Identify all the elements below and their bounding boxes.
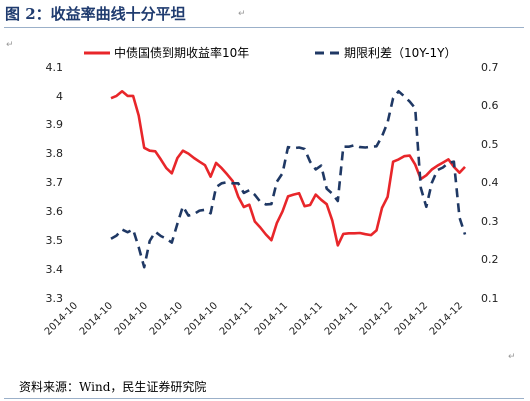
x-axis-ticks: 2014-10 2014-10 2014-10 2014-10 2014-10 … — [43, 300, 465, 337]
right-tick-label: 0.7 — [481, 61, 499, 74]
left-tick-label: 4 — [56, 90, 63, 103]
right-tick-label: 0.6 — [481, 99, 499, 112]
x-tick-label: 2014-10 — [183, 300, 220, 337]
x-tick-label: 2014-11 — [288, 300, 325, 337]
x-tick-label: 2014-11 — [323, 300, 360, 337]
right-tick-label: 0.3 — [481, 215, 499, 228]
x-tick-label: 2014-12 — [393, 300, 430, 337]
title-rule — [4, 27, 524, 28]
left-tick-label: 3.4 — [46, 263, 64, 276]
right-tick-label: 0.4 — [481, 176, 499, 189]
series-line-yield — [110, 90, 466, 247]
left-tick-label: 3.6 — [46, 205, 64, 218]
x-tick-label: 2014-11 — [218, 300, 255, 337]
paragraph-mark: ↵ — [6, 40, 14, 50]
paragraph-mark: ↵ — [508, 352, 516, 362]
paragraph-mark: ↵ — [238, 9, 246, 19]
bottom-rule — [4, 398, 524, 399]
right-tick-label: 0.1 — [481, 292, 499, 305]
series-layer — [110, 90, 467, 269]
left-axis-ticks: 3.3 3.4 3.5 3.6 3.7 3.8 3.9 4 4.1 — [46, 61, 64, 305]
chart-legend: 中债国债到期收益率10年 期限利差（10Y-1Y） — [84, 45, 456, 60]
left-tick-label: 3.8 — [46, 147, 64, 160]
left-tick-label: 3.3 — [46, 292, 64, 305]
right-tick-label: 0.2 — [481, 253, 499, 266]
x-tick-label: 2014-10 — [113, 300, 150, 337]
x-tick-label: 2014-12 — [428, 300, 465, 337]
left-tick-label: 4.1 — [46, 61, 64, 74]
x-tick-label: 2014-11 — [253, 300, 290, 337]
right-axis-ticks: 0.1 0.2 0.3 0.4 0.5 0.6 0.7 — [481, 61, 499, 305]
legend-label-yield: 中债国债到期收益率10年 — [114, 45, 249, 60]
series-line-spread — [110, 90, 467, 269]
x-tick-label: 2014-10 — [43, 300, 80, 337]
left-tick-label: 3.9 — [46, 118, 64, 131]
left-tick-label: 3.5 — [46, 234, 64, 247]
x-tick-label: 2014-12 — [358, 300, 395, 337]
x-tick-label: 2014-10 — [78, 300, 115, 337]
figure-title: 图 2：收益率曲线十分平坦 — [5, 5, 186, 23]
x-tick-label: 2014-10 — [148, 300, 185, 337]
right-tick-label: 0.5 — [481, 138, 499, 151]
legend-label-spread: 期限利差（10Y-1Y） — [344, 46, 456, 60]
left-tick-label: 3.7 — [46, 176, 64, 189]
source-note: 资料来源：Wind，民生证券研究院 — [19, 380, 207, 394]
